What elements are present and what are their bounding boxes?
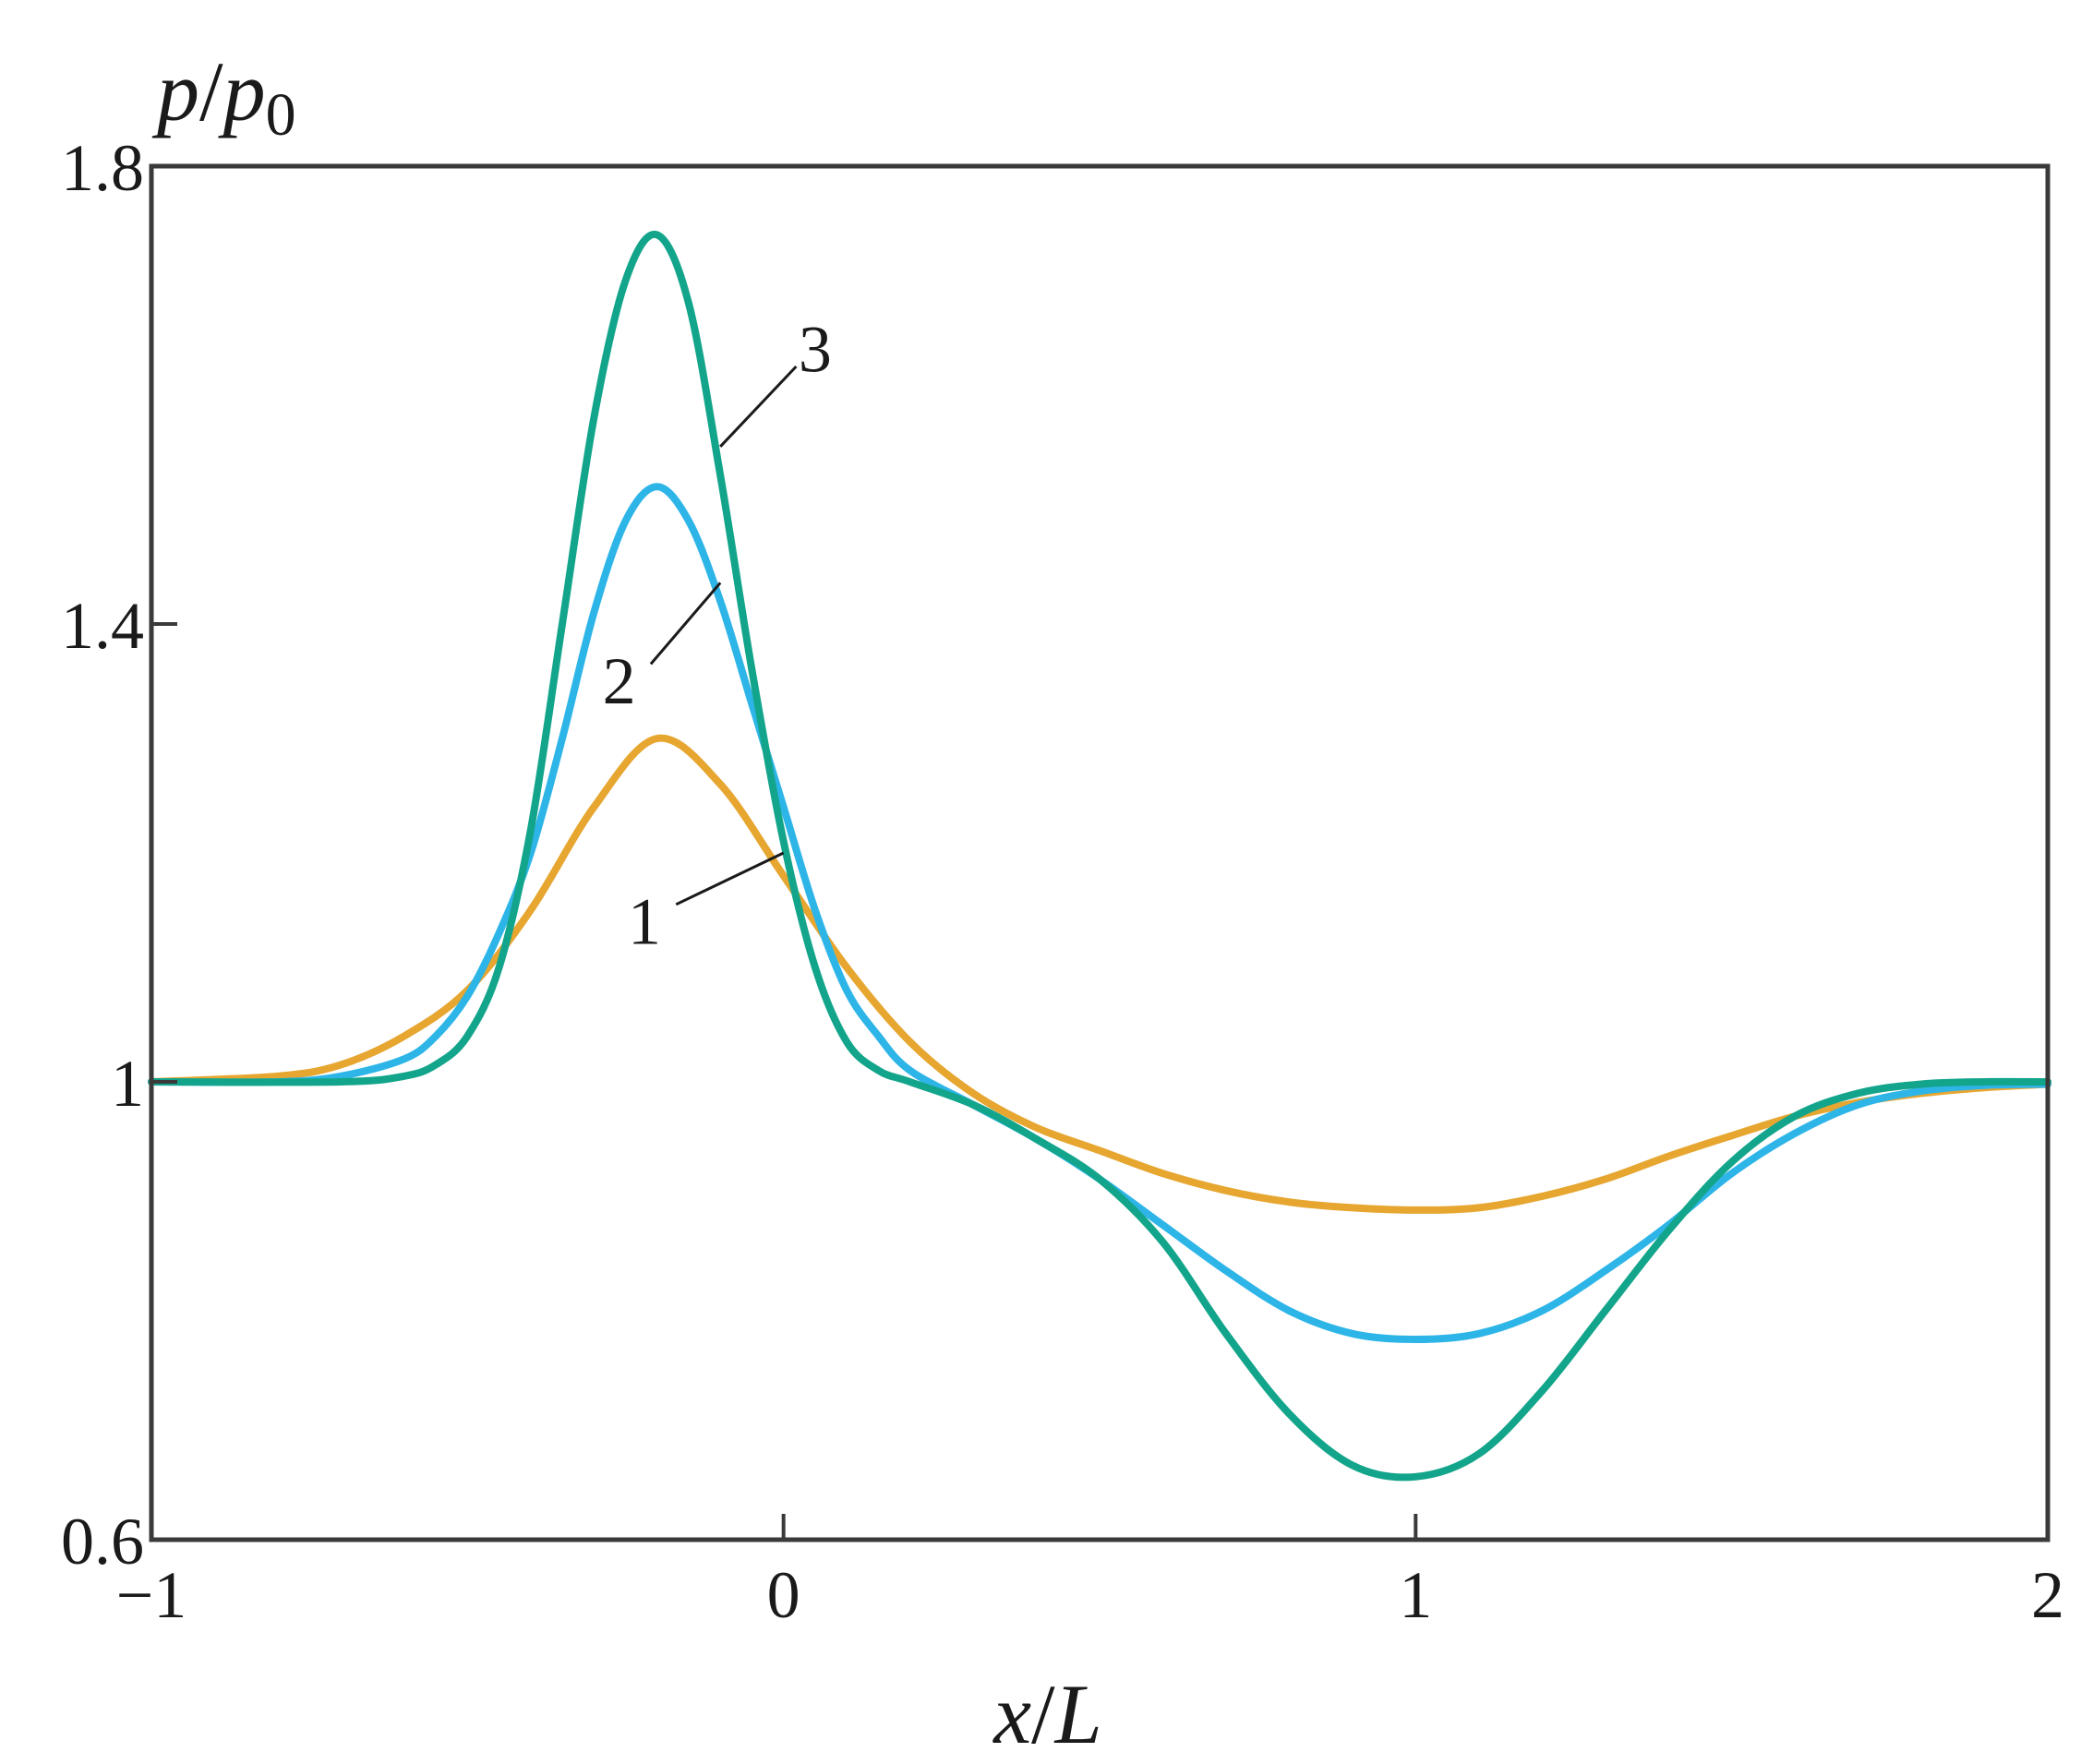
- plot-frame: [149, 163, 2051, 1542]
- curve-label-2: 2: [603, 644, 636, 718]
- x-tick-label: 2: [2031, 1558, 2064, 1632]
- y-tick-label: 1.4: [61, 589, 144, 663]
- curves-layer: [148, 230, 2051, 1482]
- y-tick-label: 1: [111, 1047, 144, 1121]
- callout-leader-3: [719, 365, 798, 448]
- y-tick-label: 1.8: [61, 131, 144, 205]
- y-axis-title: p/p0: [151, 44, 296, 149]
- series-3-line: [148, 230, 2051, 1482]
- curve-label-3: 3: [799, 312, 832, 386]
- curve-label-1: 1: [628, 884, 661, 958]
- series-2-line: [148, 483, 2051, 1343]
- callouts-layer: 1 2 3: [603, 312, 832, 958]
- callout-leader-1: [675, 851, 785, 906]
- x-tick-label: 1: [1399, 1558, 1432, 1632]
- ticks-layer: −1 0 1 2 0.6 1 1.4 1.8: [61, 131, 2064, 1632]
- x-axis-title: x/L: [992, 1667, 1102, 1761]
- callout-leader-2: [649, 582, 722, 666]
- x-tick-label: 0: [767, 1558, 800, 1632]
- x-tick-label: −1: [116, 1558, 187, 1632]
- y-tick-label: 0.6: [61, 1505, 144, 1578]
